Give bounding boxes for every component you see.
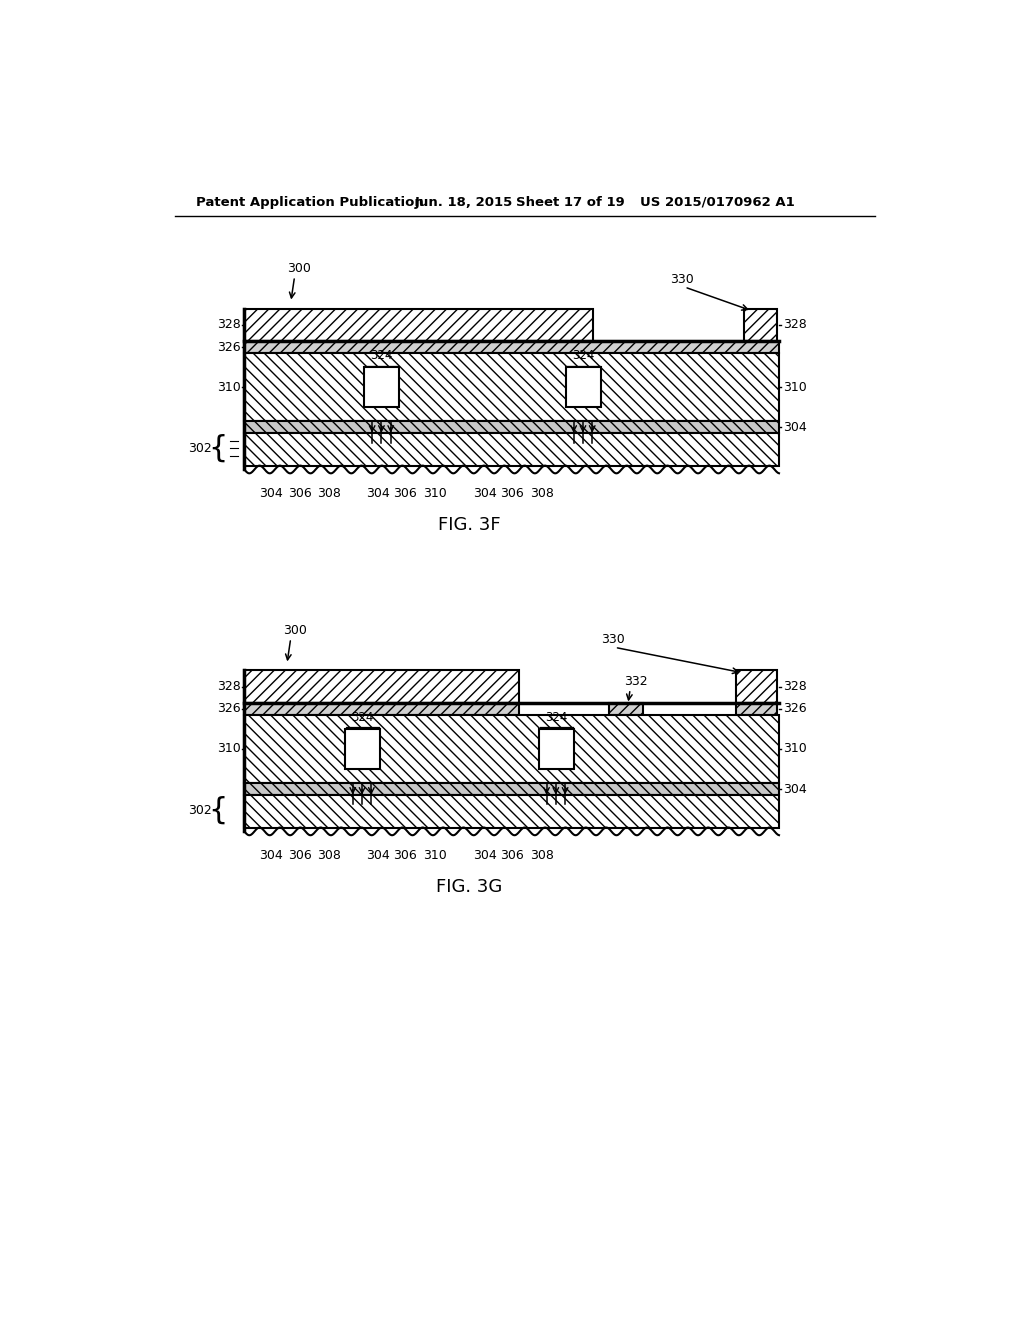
Bar	[365, 367, 399, 407]
Bar	[608, 702, 643, 715]
Text: 324: 324	[371, 348, 393, 362]
Text: 308: 308	[317, 849, 341, 862]
Text: 304: 304	[473, 849, 497, 862]
Text: 308: 308	[529, 487, 554, 500]
Text: 326: 326	[783, 702, 807, 715]
Text: 304: 304	[259, 487, 284, 500]
Bar	[245, 671, 519, 702]
Text: 304: 304	[366, 849, 389, 862]
Text: 300: 300	[287, 261, 310, 275]
Bar	[245, 341, 779, 354]
Bar	[744, 309, 777, 341]
Text: 304: 304	[783, 421, 807, 434]
Text: 326: 326	[217, 702, 241, 715]
Text: FIG. 3G: FIG. 3G	[436, 878, 502, 896]
Bar	[245, 783, 779, 795]
Bar	[566, 367, 601, 407]
Text: 310: 310	[217, 742, 241, 755]
Bar	[736, 671, 777, 702]
Text: 304: 304	[259, 849, 284, 862]
Text: 306: 306	[393, 487, 418, 500]
Text: {: {	[208, 434, 227, 463]
Text: Jun. 18, 2015: Jun. 18, 2015	[415, 195, 513, 209]
Text: 304: 304	[783, 783, 807, 796]
Text: 306: 306	[501, 849, 524, 862]
Text: {: {	[208, 796, 227, 825]
Text: Patent Application Publication: Patent Application Publication	[197, 195, 424, 209]
Text: 310: 310	[423, 487, 446, 500]
Text: 332: 332	[624, 675, 647, 688]
Text: US 2015/0170962 A1: US 2015/0170962 A1	[640, 195, 795, 209]
Text: 302: 302	[188, 442, 212, 455]
Text: 306: 306	[288, 849, 312, 862]
Text: 326: 326	[217, 341, 241, 354]
Text: 306: 306	[501, 487, 524, 500]
Text: 306: 306	[393, 849, 418, 862]
Bar	[245, 795, 779, 829]
Bar	[245, 309, 593, 341]
Text: 330: 330	[601, 634, 625, 647]
Text: 324: 324	[572, 348, 595, 362]
Text: Sheet 17 of 19: Sheet 17 of 19	[515, 195, 625, 209]
Text: 306: 306	[288, 487, 312, 500]
Text: 308: 308	[317, 487, 341, 500]
Bar	[345, 729, 380, 770]
Text: 304: 304	[473, 487, 497, 500]
Text: 300: 300	[283, 624, 307, 638]
Text: 308: 308	[529, 849, 554, 862]
Text: 310: 310	[423, 849, 446, 862]
Bar	[245, 421, 779, 433]
Text: 310: 310	[217, 380, 241, 393]
Bar	[245, 702, 519, 715]
Text: 310: 310	[783, 742, 807, 755]
Bar	[245, 715, 779, 783]
Text: 324: 324	[545, 710, 567, 723]
Text: 328: 328	[217, 318, 241, 331]
Bar	[245, 354, 779, 421]
Text: 330: 330	[671, 273, 694, 286]
Text: 328: 328	[783, 680, 807, 693]
Bar	[539, 729, 573, 770]
Bar	[245, 433, 779, 466]
Text: FIG. 3F: FIG. 3F	[437, 516, 501, 535]
Bar	[736, 702, 777, 715]
Text: 302: 302	[188, 804, 212, 817]
Text: 324: 324	[351, 710, 374, 723]
Text: 310: 310	[783, 380, 807, 393]
Text: 304: 304	[366, 487, 389, 500]
Text: 328: 328	[783, 318, 807, 331]
Text: 328: 328	[217, 680, 241, 693]
